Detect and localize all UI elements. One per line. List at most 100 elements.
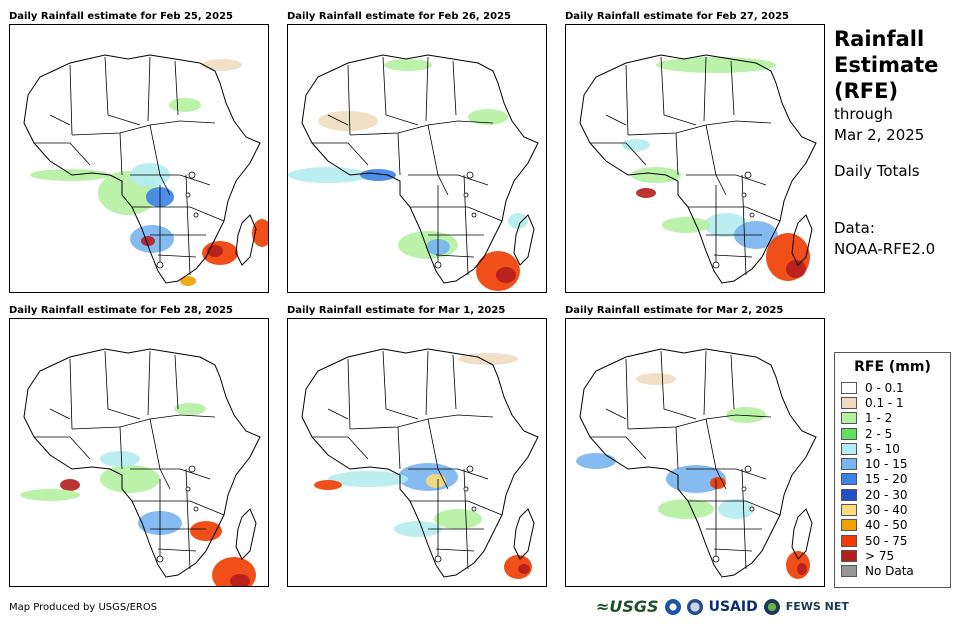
country-border xyxy=(147,56,151,122)
rainfall-area xyxy=(636,373,676,385)
rainfall-area xyxy=(797,563,807,575)
country-border xyxy=(157,254,197,258)
country-border xyxy=(686,468,767,480)
rainfall-map xyxy=(287,24,547,293)
legend-swatch xyxy=(841,473,857,486)
credit-text: Map Produced by USGS/EROS xyxy=(9,602,158,613)
africa-rainfall-svg xyxy=(576,348,817,579)
country-border xyxy=(174,60,179,116)
panel-title: Daily Rainfall estimate for Feb 28, 2025 xyxy=(9,305,233,316)
country-border xyxy=(625,64,629,136)
legend-item: 30 - 40 xyxy=(841,502,944,517)
legend-item: 1 - 2 xyxy=(841,411,944,426)
rainfall-area xyxy=(434,509,482,529)
rainfall-area xyxy=(60,479,80,491)
country-border xyxy=(185,468,191,570)
legend-swatch xyxy=(841,549,857,562)
country-border xyxy=(49,408,71,420)
legend-item: 2 - 5 xyxy=(841,426,944,441)
coastline xyxy=(23,348,261,578)
lake xyxy=(188,171,196,179)
rainfall-area xyxy=(328,471,408,487)
rainfall-area xyxy=(314,480,342,490)
lake xyxy=(744,171,752,179)
lake xyxy=(188,465,196,473)
rainfall-area xyxy=(230,574,250,586)
lake xyxy=(471,212,477,218)
rainfall-area xyxy=(288,167,368,183)
legend-item: > 75 xyxy=(841,548,944,563)
country-border xyxy=(132,500,225,516)
country-border xyxy=(452,354,457,410)
rainfall-area xyxy=(518,564,530,574)
country-border xyxy=(590,436,647,460)
rainfall-area xyxy=(666,465,726,493)
country-border xyxy=(688,206,781,222)
coastline xyxy=(513,214,535,266)
noaa-logo-icon xyxy=(664,598,681,615)
data-source: NOAA-RFE2.0 xyxy=(834,240,936,258)
legend-swatch xyxy=(841,488,857,501)
coastline xyxy=(791,214,813,266)
lake xyxy=(193,212,199,218)
rainfall-area xyxy=(622,139,650,151)
coastline xyxy=(513,508,535,560)
through-label: through xyxy=(834,105,893,123)
partner-logos: ≈USGS USAID FEWS NET xyxy=(596,597,849,616)
map-panel-mar-2: Daily Rainfall estimate for Mar 2, 2025 xyxy=(565,304,829,587)
country-border xyxy=(427,124,449,196)
rainfall-area xyxy=(141,236,155,246)
country-border xyxy=(625,358,629,430)
country-border xyxy=(174,354,179,410)
country-border xyxy=(660,350,697,420)
africa-rainfall-svg xyxy=(20,348,261,586)
country-border xyxy=(347,358,351,430)
country-border xyxy=(104,56,141,126)
rainfall-area xyxy=(662,217,710,233)
country-border xyxy=(408,174,489,186)
country-border xyxy=(397,426,401,470)
usgs-logo: ≈USGS xyxy=(596,597,659,616)
country-border xyxy=(130,468,211,480)
country-border xyxy=(312,436,369,460)
side-info: Rainfall Estimate (RFE) through Mar 2, 2… xyxy=(834,26,964,260)
lake xyxy=(466,171,474,179)
rainfall-area xyxy=(100,451,140,467)
country-border xyxy=(408,468,489,480)
country-border xyxy=(147,350,151,416)
lake xyxy=(463,192,469,198)
rainfall-area xyxy=(180,276,196,286)
rainfall-area xyxy=(468,109,508,125)
coastline xyxy=(579,54,817,284)
country-border xyxy=(132,206,225,222)
country-border xyxy=(49,114,71,126)
map-panel-feb-28: Daily Rainfall estimate for Feb 28, 2025 xyxy=(9,304,273,587)
legend-item: 50 - 75 xyxy=(841,533,944,548)
rainfall-area xyxy=(30,169,110,181)
legend-swatch xyxy=(841,412,857,425)
rainfall-area xyxy=(169,98,201,112)
coastline xyxy=(235,508,257,560)
country-border xyxy=(34,142,91,166)
data-label: Data: xyxy=(834,219,875,237)
country-border xyxy=(435,548,475,552)
rainfall-area xyxy=(656,57,776,73)
fews-globe-icon xyxy=(763,598,780,615)
rainfall-area xyxy=(786,260,806,278)
panel-title: Daily Rainfall estimate for Feb 25, 2025 xyxy=(9,11,233,22)
rainfall-map xyxy=(565,318,825,587)
country-border xyxy=(349,414,494,430)
country-border xyxy=(463,174,469,276)
rainfall-area xyxy=(394,521,442,537)
through-date: Mar 2, 2025 xyxy=(834,126,925,144)
rainfall-map xyxy=(287,318,547,587)
country-border xyxy=(705,124,727,196)
country-border xyxy=(71,414,216,430)
legend-item: 20 - 30 xyxy=(841,487,944,502)
country-border xyxy=(397,132,401,176)
legend-label: > 75 xyxy=(865,548,895,563)
rainfall-map xyxy=(9,24,269,293)
country-border xyxy=(69,358,73,430)
legend-swatch xyxy=(841,534,857,547)
